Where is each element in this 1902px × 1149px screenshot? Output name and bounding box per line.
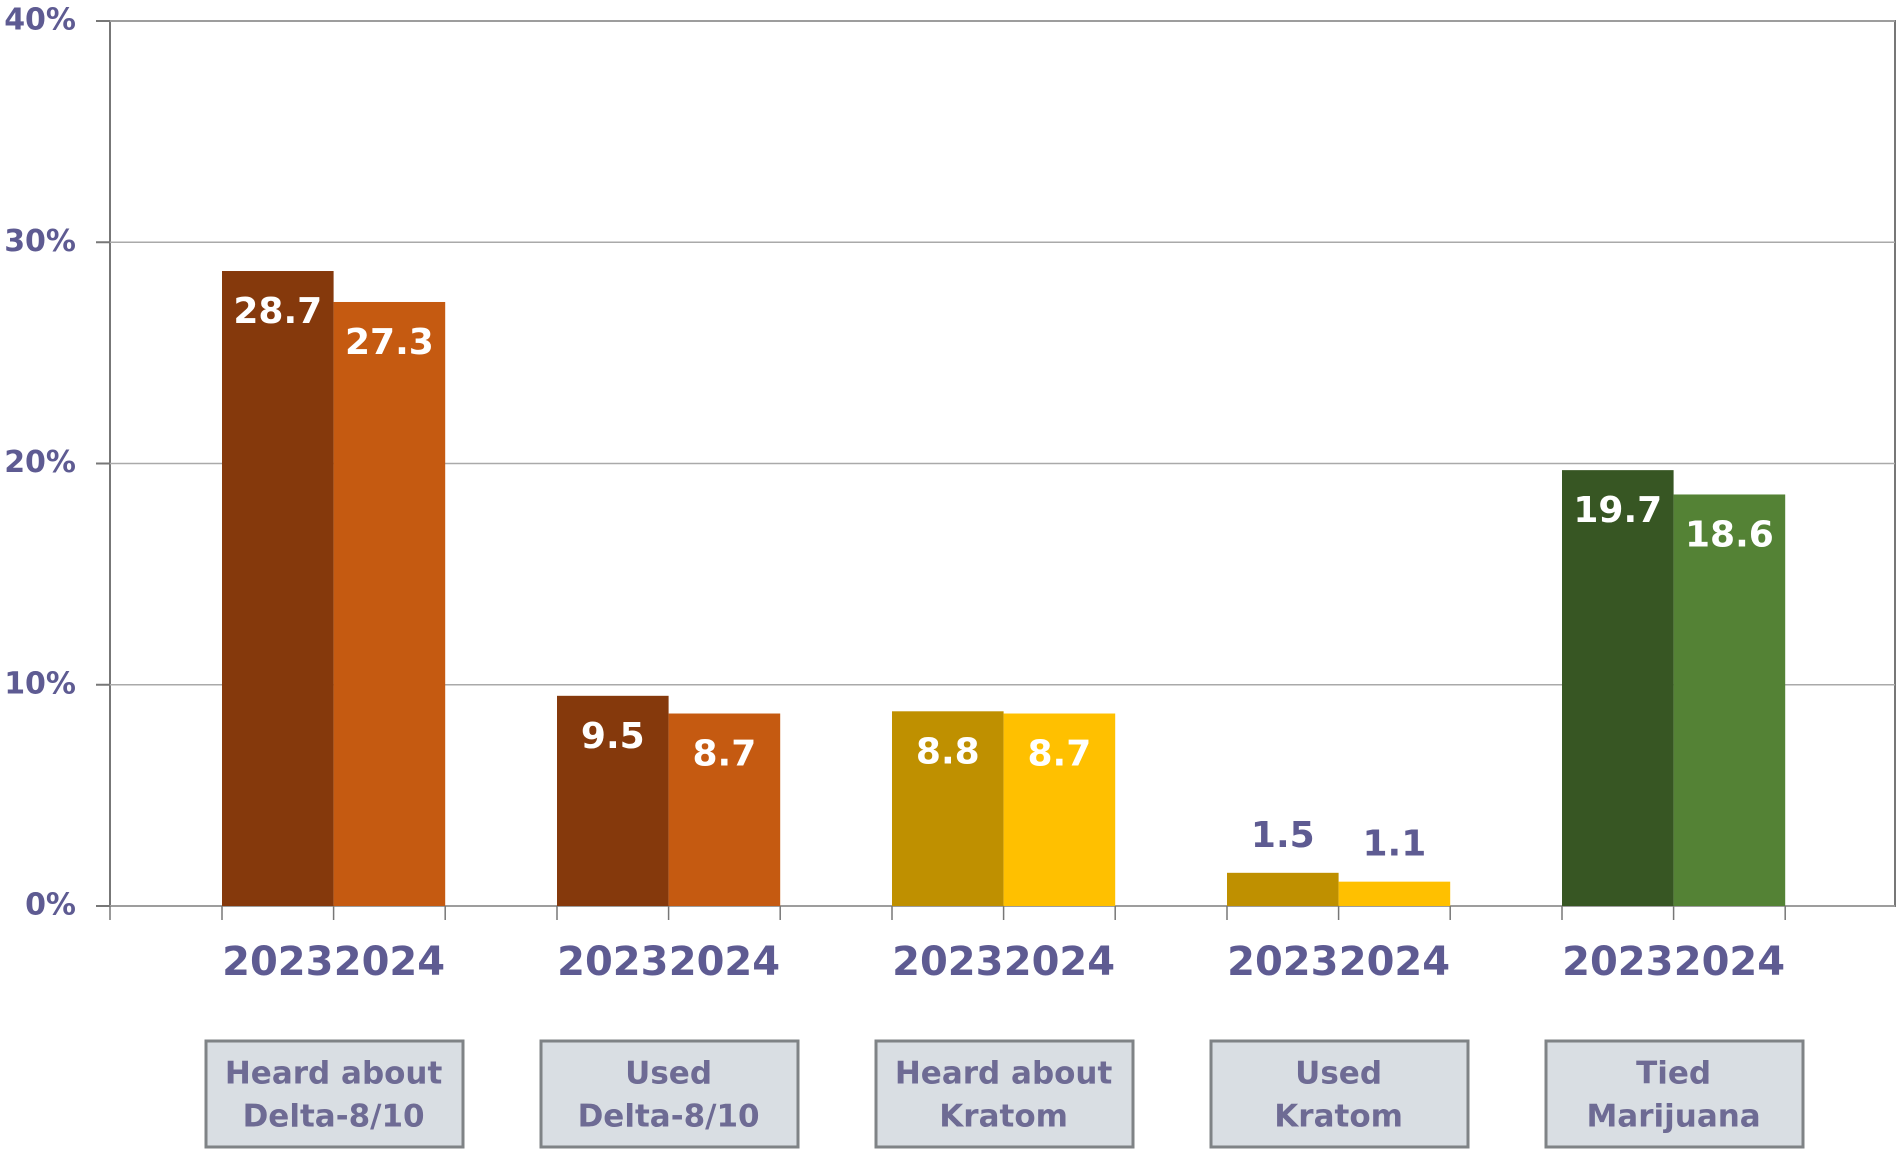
x-tick-label: 2024 [669, 939, 780, 985]
x-tick-label: 2024 [1004, 939, 1115, 985]
x-tick-label: 2023 [1562, 939, 1673, 985]
bar [557, 695, 669, 906]
y-tick-label: 0% [25, 888, 76, 923]
value-label: 9.5 [581, 716, 645, 757]
x-tick-label: 2024 [1674, 939, 1785, 985]
group-label: Delta-8/10 [243, 1099, 425, 1135]
bar [1338, 881, 1451, 906]
group-label: Kratom [939, 1099, 1068, 1135]
value-label: 18.6 [1685, 514, 1774, 555]
group-label: Kratom [1274, 1099, 1403, 1135]
value-label: 27.3 [345, 322, 434, 363]
group-box [1544, 1039, 1805, 1149]
bar [333, 301, 446, 906]
bar [1562, 470, 1674, 906]
x-tick-label: 2024 [334, 939, 445, 985]
group-label: Heard about [895, 1056, 1113, 1092]
y-tick-label: 30% [4, 224, 76, 259]
y-tick-label: 20% [4, 445, 76, 480]
y-tick-label: 40% [4, 3, 76, 38]
bar [892, 711, 1004, 906]
value-label: 8.8 [916, 731, 980, 772]
value-label: 19.7 [1573, 490, 1662, 531]
group-box [1209, 1039, 1470, 1149]
bar [668, 713, 781, 906]
value-label: 1.1 [1363, 824, 1427, 865]
x-tick-label: 2023 [557, 939, 668, 985]
group-box [874, 1039, 1135, 1149]
value-label: 8.7 [693, 734, 757, 775]
bar [1673, 494, 1786, 906]
group-label: Marijuana [1586, 1099, 1760, 1135]
group-box [204, 1039, 465, 1149]
group-label: Delta-8/10 [578, 1099, 760, 1135]
group-label: Used [1295, 1056, 1382, 1092]
bar [1003, 713, 1116, 906]
y-tick-label: 10% [4, 666, 76, 701]
value-label: 1.5 [1251, 815, 1315, 856]
x-tick-label: 2023 [222, 939, 333, 985]
bar [222, 271, 334, 906]
group-label: Used [625, 1056, 712, 1092]
bar [1227, 872, 1339, 906]
group-label: Tied [1636, 1056, 1711, 1092]
x-tick-label: 2023 [1227, 939, 1338, 985]
x-tick-label: 2024 [1339, 939, 1450, 985]
group-label: Heard about [225, 1056, 443, 1092]
group-box [539, 1039, 800, 1149]
value-label: 28.7 [233, 291, 322, 332]
value-label: 8.7 [1028, 734, 1092, 775]
x-tick-label: 2023 [892, 939, 1003, 985]
